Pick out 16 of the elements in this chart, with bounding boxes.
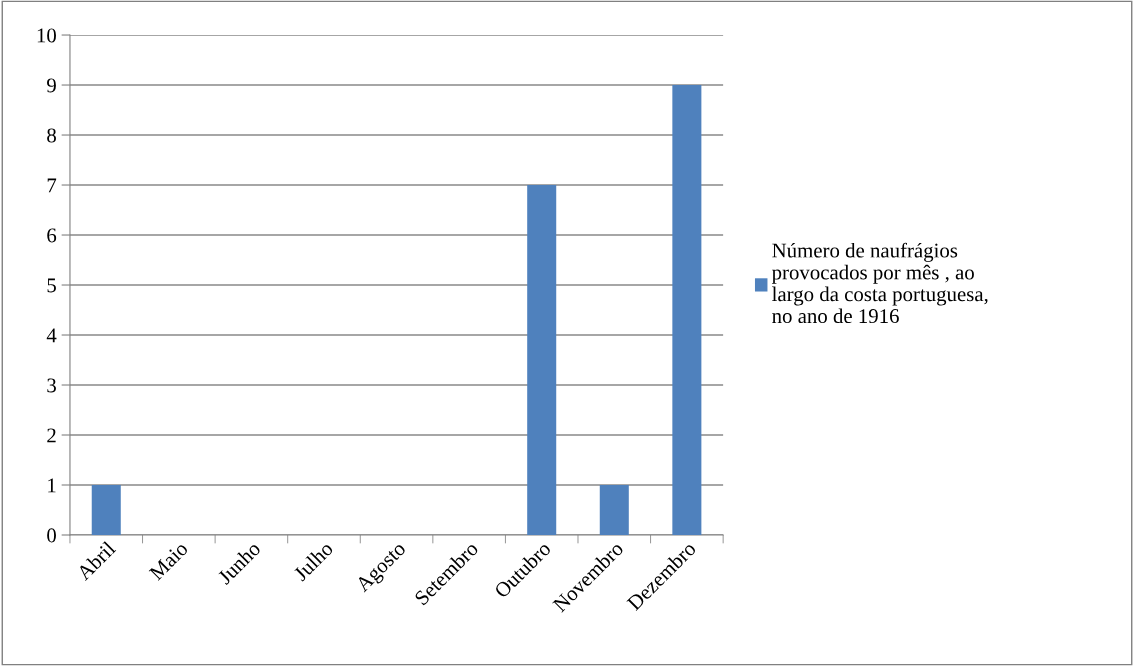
y-tick-label: 2 xyxy=(47,428,56,443)
legend-label: Número de naufrágios provocados por mês , ao largo da costa portuguesa, no ano de 1916 xyxy=(771,242,988,324)
y-tick-label: 1 xyxy=(48,478,56,493)
y-tick-label: 5 xyxy=(47,278,56,293)
y-tick-label: 10 xyxy=(37,28,56,43)
bar xyxy=(672,85,702,535)
bar xyxy=(91,485,121,535)
y-tick-label: 3 xyxy=(47,378,56,393)
y-tick-label: 0 xyxy=(47,528,56,543)
y-tick-label: 6 xyxy=(47,228,57,243)
bar xyxy=(599,485,629,535)
y-tick-label: 4 xyxy=(46,328,57,343)
bar xyxy=(527,185,557,535)
y-tick-label: 9 xyxy=(47,78,56,93)
y-tick-label: 7 xyxy=(47,178,57,193)
y-tick-label: 8 xyxy=(47,128,56,143)
